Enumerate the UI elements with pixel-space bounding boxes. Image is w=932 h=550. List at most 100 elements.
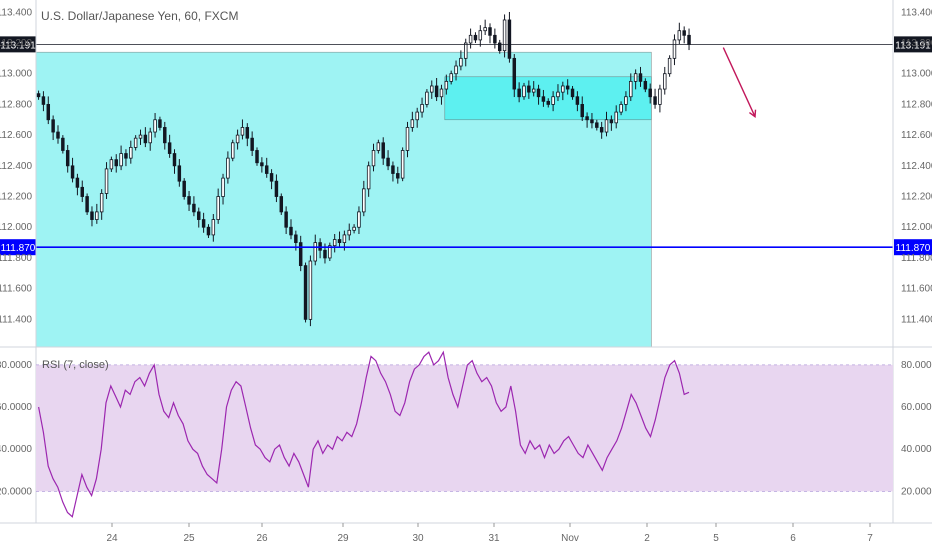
- candle-body: [468, 34, 473, 44]
- candle-body: [658, 88, 662, 105]
- candle-body: [153, 119, 157, 133]
- candle-body: [347, 229, 351, 236]
- candle-body: [517, 88, 521, 98]
- candle-body: [580, 104, 584, 118]
- candle-body: [298, 242, 303, 267]
- price-line-label-left: 113.191: [0, 40, 36, 51]
- candle-body: [546, 100, 550, 105]
- candle-body: [633, 73, 638, 82]
- candle-body: [629, 80, 633, 98]
- candle-body: [172, 153, 177, 167]
- candle-body: [41, 96, 46, 105]
- rsi-tick-label-right: 20.0000: [901, 486, 932, 497]
- rsi-tick-label-left: 20.0000: [0, 486, 32, 497]
- price-tick-label-left: 112.400: [0, 161, 32, 172]
- candle-body: [396, 173, 400, 179]
- candle-body: [425, 91, 429, 105]
- candle-body: [590, 119, 594, 124]
- price-tick-label-left: 112.200: [0, 192, 32, 203]
- candle-body: [483, 27, 487, 32]
- price-pane[interactable]: 113.191 113.191 111.870 111.870: [0, 11, 932, 348]
- candle-body: [614, 111, 618, 124]
- candle-body: [585, 116, 589, 121]
- candle-body: [430, 85, 434, 93]
- candle-body: [284, 211, 288, 228]
- rsi-band: [36, 364, 893, 492]
- arrow-shaft: [722, 47, 756, 117]
- rsi-pane[interactable]: 80.0000 80.0000 60.0000 60.0000 40.0000 40.00…: [0, 350, 932, 518]
- candle-body: [308, 260, 313, 320]
- candle-body: [400, 150, 405, 179]
- candle-body: [36, 93, 41, 98]
- candle-body: [366, 165, 371, 190]
- candle-body: [163, 127, 167, 144]
- candle-body: [478, 30, 483, 41]
- candle-body: [221, 177, 225, 197]
- price-tick-label-right: 111.800: [901, 253, 932, 264]
- candle-body: [119, 153, 123, 167]
- candle-body: [65, 150, 70, 167]
- support-label-right: 111.870: [896, 243, 931, 254]
- rsi-tick-label-left: 60.0000: [0, 402, 32, 413]
- candle-body: [56, 131, 60, 139]
- candle-body: [61, 137, 65, 151]
- candles: [36, 11, 691, 327]
- time-tick-label: 31: [488, 533, 500, 544]
- rsi-tick-label-right: 40.0000: [901, 444, 932, 455]
- candle-body: [216, 196, 220, 220]
- candle-body: [226, 157, 230, 179]
- candle-body: [211, 219, 216, 236]
- price-tick-label-right: 112.800: [901, 99, 932, 110]
- support-label-bg-left: [0, 239, 36, 256]
- projection-arrow: [722, 47, 757, 119]
- candle-body: [541, 96, 546, 102]
- candle-body: [599, 127, 604, 133]
- price-tick-label-right: 111.600: [901, 284, 932, 295]
- candle-body: [536, 88, 541, 98]
- price-tick-label-left: 112.800: [0, 99, 32, 110]
- candle-body: [124, 153, 128, 159]
- price-axis-right[interactable]: 113.400 113.200 113.000 112.800 112.600 112.4…: [901, 7, 932, 325]
- price-tick-label-right: 113.400: [901, 7, 932, 18]
- rsi-tick-label-left: 80.0000: [0, 360, 32, 371]
- candle-body: [313, 242, 317, 262]
- price-tick-label-left: 112.600: [0, 130, 32, 141]
- candle-body: [342, 234, 347, 243]
- candle-body: [473, 34, 478, 41]
- price-line-label-right: 113.191: [895, 40, 931, 51]
- price-axis-left[interactable]: 113.400 113.200 113.000 112.800 112.600 112.4…: [0, 7, 32, 325]
- candle-body: [303, 265, 308, 320]
- candle-body: [371, 150, 376, 167]
- candle-body: [328, 245, 332, 259]
- candle-body: [269, 173, 274, 182]
- time-tick-label: 25: [183, 533, 195, 544]
- candle-body: [493, 34, 497, 44]
- candle-body: [381, 142, 385, 159]
- candle-body: [274, 180, 279, 197]
- price-tick-label-left: 113.000: [0, 69, 32, 80]
- arrow-head: [748, 109, 757, 119]
- time-tick-label: 6: [790, 533, 796, 544]
- candle-body: [332, 239, 337, 247]
- candle-body: [619, 104, 623, 113]
- support-label-left: 111.870: [1, 243, 36, 254]
- candle-body: [420, 104, 424, 113]
- rsi-tick-label-right: 80.0000: [901, 360, 932, 371]
- rsi-tick-label-right: 60.0000: [901, 402, 932, 413]
- price-line-label-bg-left: [0, 36, 36, 53]
- candle-body: [250, 137, 254, 151]
- horizontal-lines: 113.191 113.191 111.870 111.870: [0, 36, 932, 256]
- candle-body: [531, 88, 536, 93]
- price-tick-label-right: 112.200: [901, 192, 932, 203]
- candle-body: [609, 119, 614, 124]
- candle-body: [386, 157, 390, 167]
- candle-body: [294, 234, 298, 243]
- candle-body: [279, 196, 284, 213]
- rsi-tick-label-left: 40.0000: [0, 444, 32, 455]
- candle-body: [197, 211, 201, 220]
- price-tick-label-right: 113.200: [901, 38, 932, 49]
- time-axis[interactable]: 24 25 26 29 30 31 Nov 2 5 6 7: [106, 523, 873, 544]
- price-tick-label-left: 113.200: [0, 38, 32, 49]
- candle-body: [260, 162, 264, 167]
